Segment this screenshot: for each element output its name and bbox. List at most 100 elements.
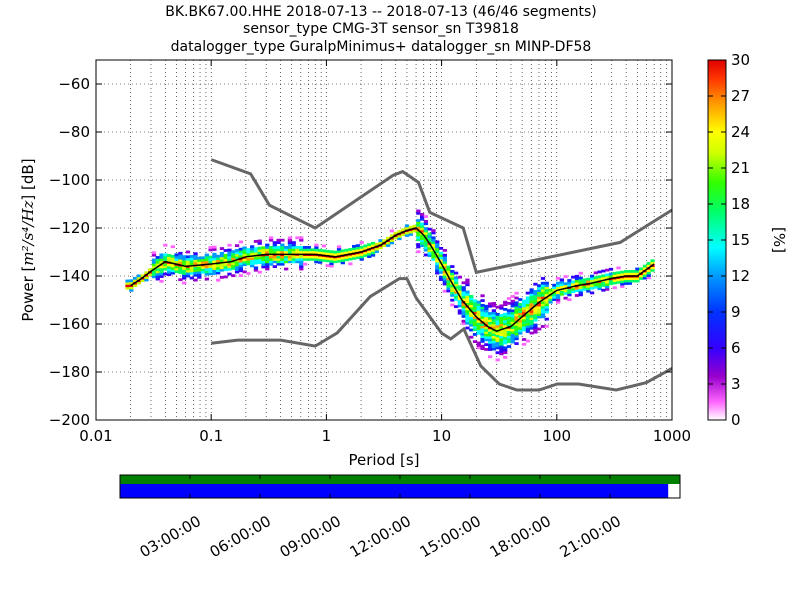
- heatmap-cell: [491, 302, 497, 305]
- heatmap-cell: [495, 332, 500, 335]
- heatmap-cell: [589, 274, 595, 278]
- heatmap-cell: [291, 260, 296, 264]
- heatmap-cell: [559, 285, 565, 289]
- heatmap-cell: [650, 259, 655, 263]
- heatmap-cell: [287, 260, 293, 264]
- heatmap-cell: [163, 265, 168, 269]
- heatmap-cell: [427, 244, 432, 248]
- heatmap-cell: [431, 231, 436, 235]
- heatmap-cell: [567, 281, 572, 285]
- heatmap-cell: [491, 321, 497, 325]
- heatmap-cell: [223, 253, 228, 257]
- heatmap-cell: [650, 266, 655, 270]
- heatmap-cell: [170, 259, 176, 263]
- heatmap-cell: [416, 211, 421, 215]
- heatmap-cell: [548, 298, 553, 302]
- heatmap-cell: [465, 307, 470, 311]
- heatmap-cell: [265, 243, 270, 247]
- heatmap-cell: [397, 234, 402, 238]
- heatmap-cell: [480, 325, 485, 329]
- heatmap-cell: [476, 315, 481, 318]
- heatmap-cell: [284, 250, 289, 254]
- heatmap-cell: [416, 245, 421, 249]
- heatmap-cell: [344, 248, 349, 252]
- heatmap-cell: [529, 326, 534, 330]
- heatmap-cell: [291, 248, 296, 252]
- heatmap-cell: [620, 285, 625, 288]
- heatmap-cell: [197, 273, 202, 277]
- heatmap-cell: [306, 246, 311, 249]
- heatmap-cell: [295, 250, 300, 254]
- heatmap-cell: [491, 342, 497, 346]
- heatmap-cell: [159, 253, 164, 257]
- heatmap-cell: [597, 277, 602, 281]
- heatmap-cell: [544, 284, 549, 287]
- heatmap-cell: [325, 249, 330, 253]
- heatmap-cell: [280, 238, 285, 242]
- heatmap-cell: [287, 248, 293, 252]
- heatmap-cell: [242, 253, 247, 257]
- heatmap-cell: [495, 317, 500, 321]
- heatmap-cell: [491, 340, 497, 344]
- heatmap-cell: [503, 322, 508, 326]
- heatmap-cell: [529, 288, 534, 292]
- heatmap-cell: [450, 298, 455, 302]
- heatmap-cell: [359, 255, 364, 259]
- heatmap-cell: [586, 287, 591, 291]
- heatmap-cell: [427, 227, 432, 231]
- heatmap-cell: [238, 250, 243, 253]
- heatmap-cell: [533, 314, 538, 317]
- heatmap-cell: [189, 257, 194, 261]
- heatmap-cell: [495, 358, 500, 362]
- heatmap-cell: [472, 323, 478, 327]
- heatmap-cell: [586, 277, 591, 281]
- heatmap-cell: [355, 246, 361, 250]
- heatmap-cell: [503, 331, 508, 335]
- heatmap-cell: [571, 280, 576, 284]
- heatmap-cell: [574, 286, 580, 290]
- heatmap-cell: [503, 348, 508, 352]
- heatmap-cell: [200, 265, 206, 269]
- heatmap-cell: [284, 246, 289, 249]
- heatmap-cell: [299, 246, 304, 249]
- heatmap-cell: [291, 243, 296, 247]
- heatmap-cell: [540, 286, 546, 290]
- heatmap-cell: [548, 300, 553, 304]
- heatmap-cell: [382, 239, 387, 243]
- heatmap-cell: [284, 258, 289, 261]
- heatmap-cell: [487, 333, 493, 337]
- heatmap-cell: [348, 262, 353, 266]
- heatmap-cell: [185, 250, 191, 254]
- heatmap-cell: [567, 279, 572, 282]
- heatmap-cell: [514, 296, 519, 300]
- colorbar-ticks: 0 3 6 9 12 15 18 21 24 27 30: [708, 51, 750, 429]
- heatmap-cell: [540, 305, 546, 309]
- heatmap-cell: [465, 290, 470, 294]
- heatmap-cell: [151, 263, 157, 267]
- chart-title-line-3: datalogger_type GuralpMinimus+ datalogge…: [171, 39, 592, 55]
- heatmap-cell: [238, 274, 243, 277]
- heatmap-cell: [438, 278, 444, 281]
- heatmap-cell: [291, 241, 296, 244]
- y-tick-label: −80: [58, 123, 90, 141]
- heatmap-cell: [552, 293, 557, 297]
- heatmap-cell: [608, 275, 614, 278]
- heatmap-cell: [608, 267, 614, 271]
- heatmap-cell: [616, 280, 621, 284]
- heatmap-cell: [623, 270, 629, 273]
- heatmap-cell: [442, 270, 447, 274]
- heatmap-cell: [416, 219, 421, 222]
- heatmap-cell: [544, 291, 549, 295]
- heatmap-cell: [250, 247, 255, 251]
- heatmap-cell: [200, 258, 206, 262]
- heatmap-cell: [544, 324, 549, 328]
- heatmap-cell: [537, 305, 542, 309]
- heatmap-cell: [506, 311, 512, 315]
- heatmap-cell: [518, 326, 523, 330]
- heatmap-cell: [389, 234, 395, 238]
- heatmap-cell: [514, 318, 519, 322]
- heatmap-cell: [151, 275, 157, 279]
- heatmap-cell: [574, 274, 580, 278]
- heatmap-cell: [555, 286, 561, 290]
